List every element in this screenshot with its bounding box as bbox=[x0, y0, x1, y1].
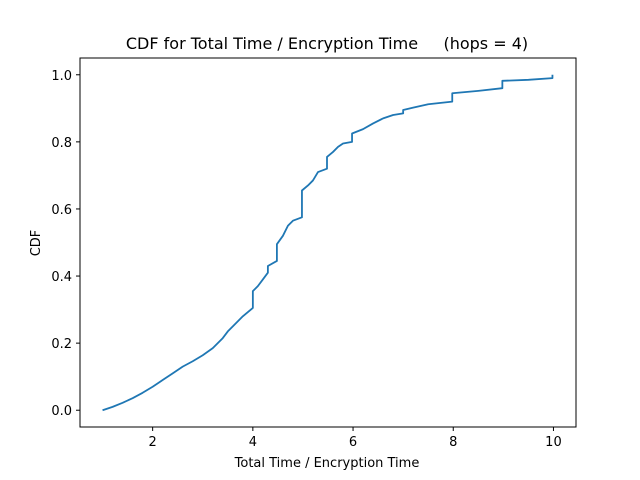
x-tick-label: 2 bbox=[149, 435, 157, 450]
y-tick-label: 0.2 bbox=[51, 337, 72, 352]
x-tick-label: 10 bbox=[545, 435, 562, 450]
x-tick-label: 8 bbox=[449, 435, 457, 450]
y-axis-label: CDF bbox=[29, 230, 44, 257]
y-tick-label: 0.4 bbox=[51, 270, 72, 285]
y-tick-label: 1.0 bbox=[51, 69, 72, 84]
y-axis-ticks: 0.0 0.2 0.4 0.6 0.8 1.0 bbox=[51, 69, 80, 419]
x-tick-label: 4 bbox=[249, 435, 257, 450]
cdf-series-line bbox=[102, 74, 554, 412]
x-tick-label: 6 bbox=[349, 435, 357, 450]
y-tick-label: 0.6 bbox=[51, 203, 72, 218]
plot-area bbox=[79, 57, 577, 428]
x-axis-label: Total Time / Encryption Time bbox=[234, 456, 420, 471]
chart-title: CDF for Total Time / Encryption Time (ho… bbox=[126, 34, 528, 53]
x-axis-ticks: 2 4 6 8 10 bbox=[149, 427, 562, 450]
y-tick-label: 0.0 bbox=[51, 404, 72, 419]
plot-frame bbox=[79, 57, 577, 428]
y-tick-label: 0.8 bbox=[51, 136, 72, 151]
